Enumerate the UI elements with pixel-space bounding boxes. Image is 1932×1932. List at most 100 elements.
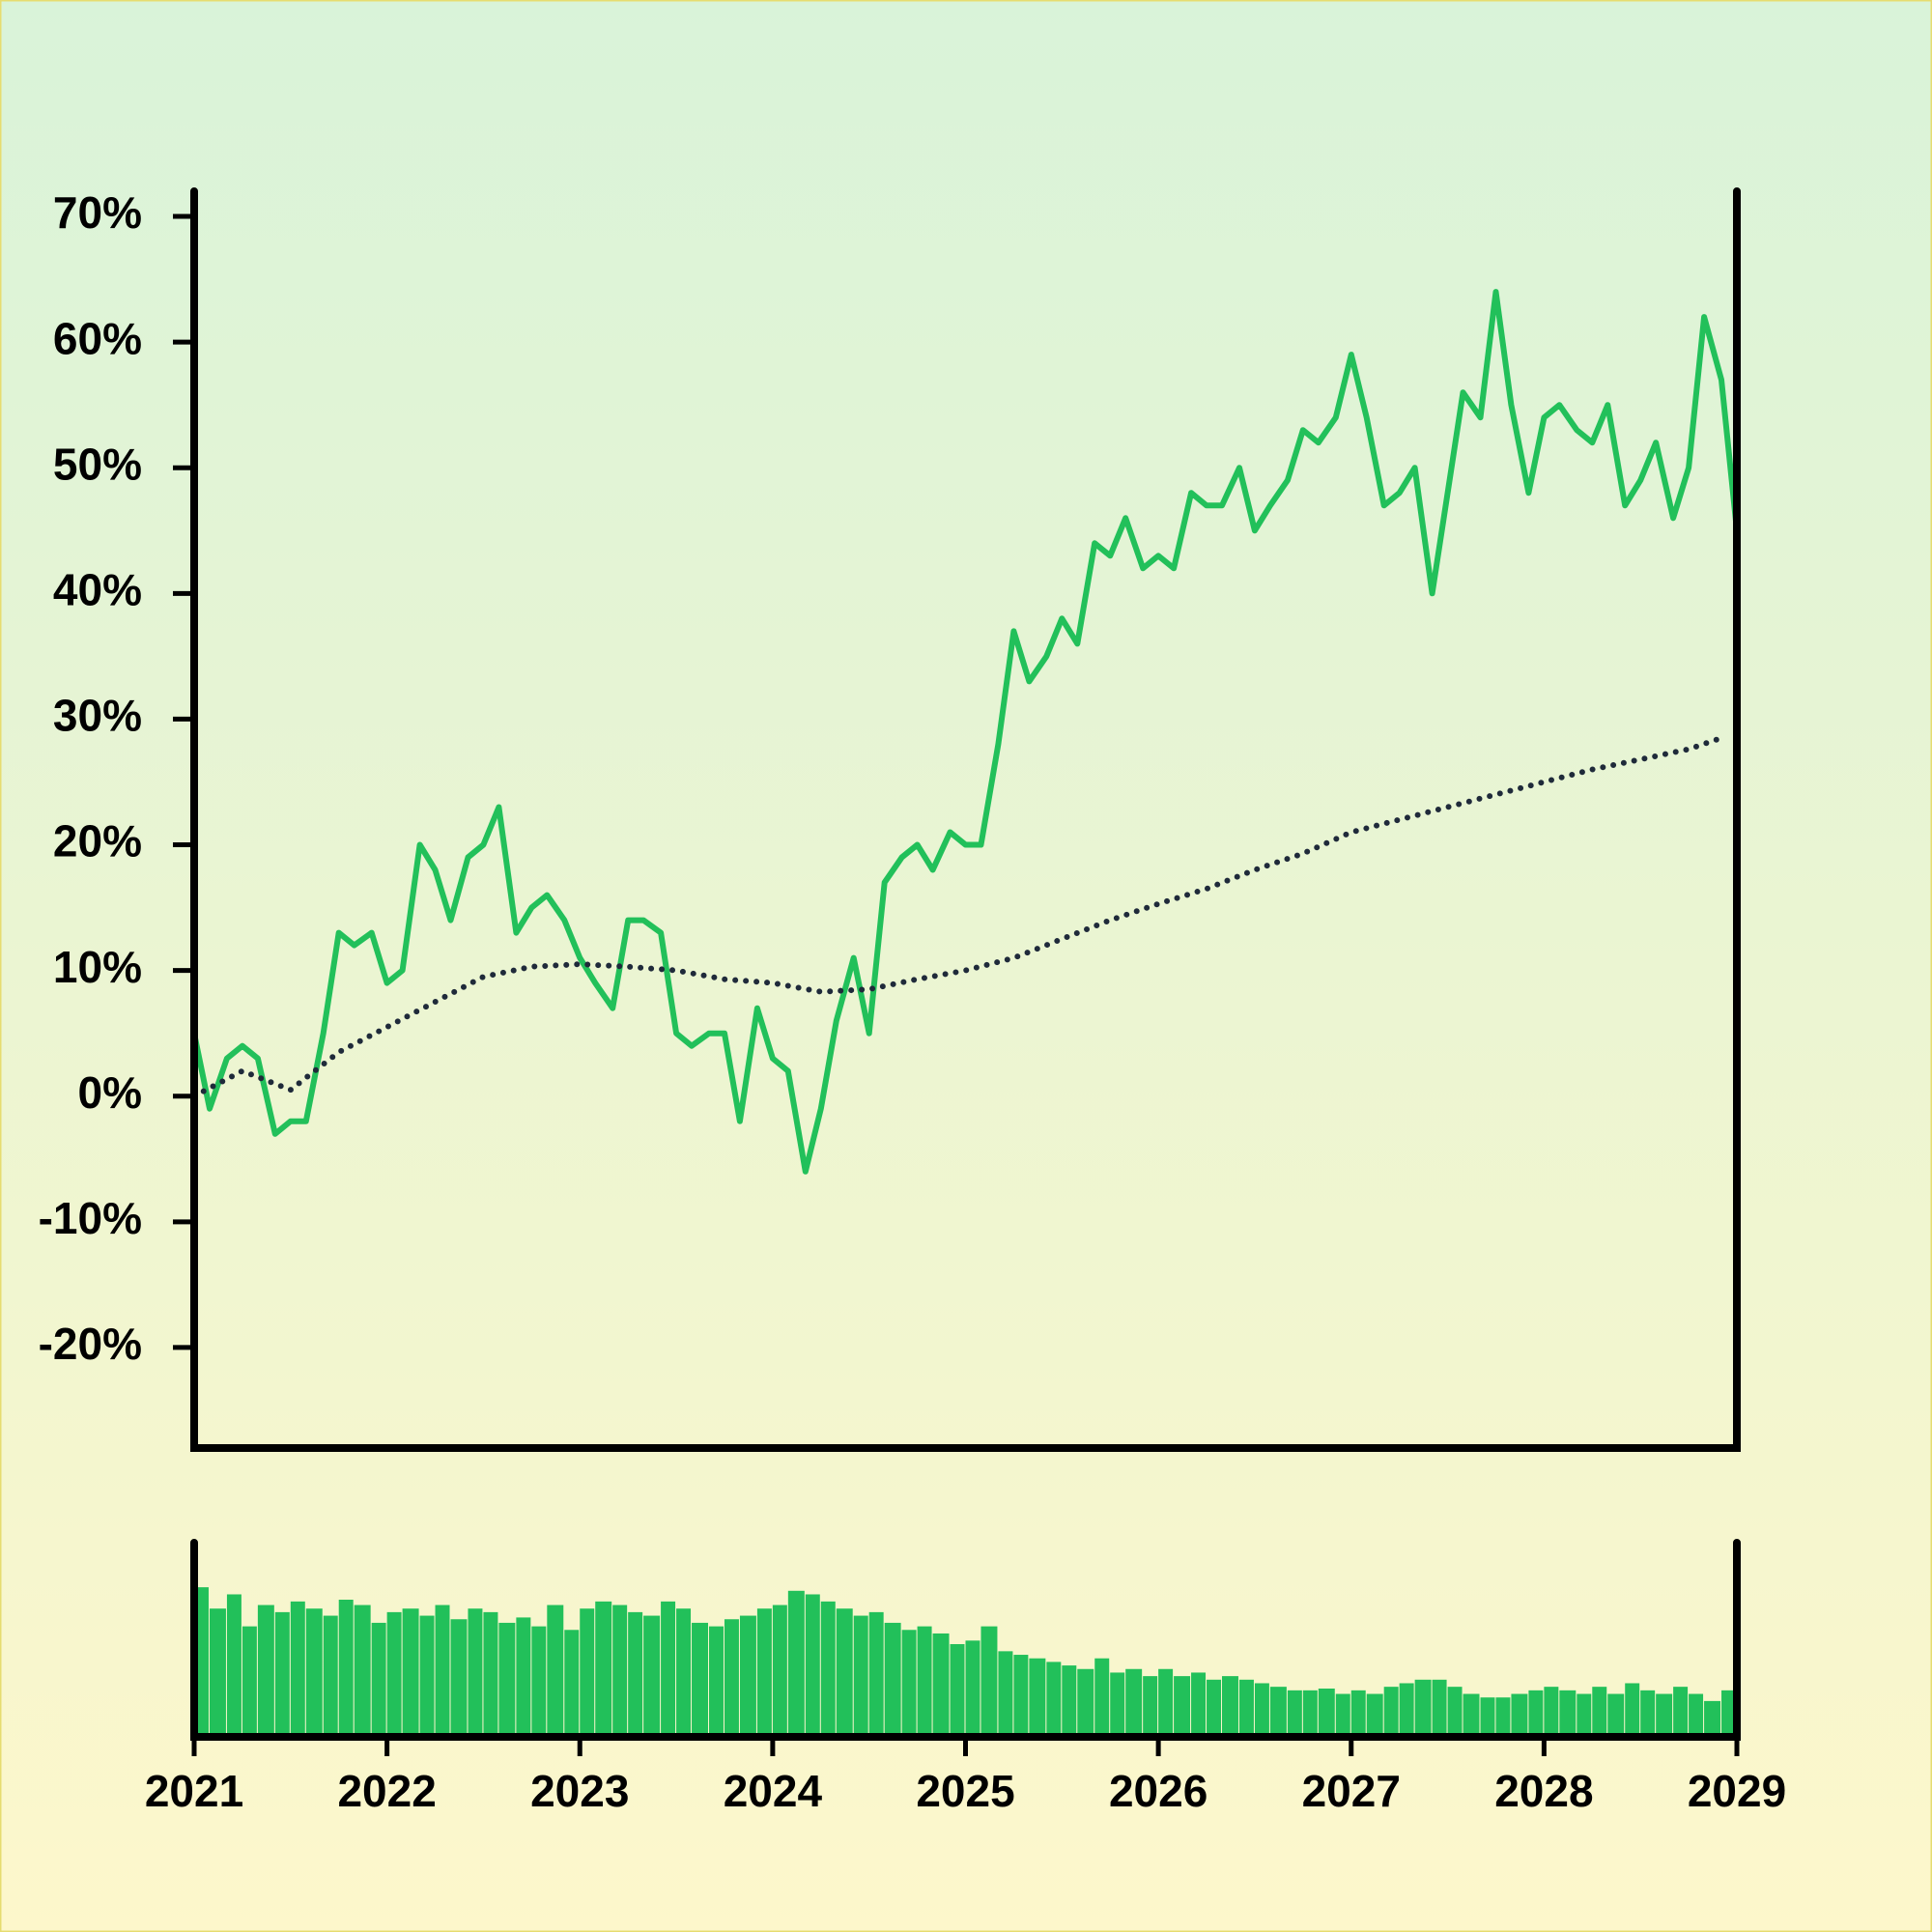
volume-bar bbox=[305, 1608, 323, 1733]
volume-bar bbox=[1625, 1683, 1640, 1733]
volume-bar bbox=[402, 1608, 419, 1733]
volume-bar bbox=[965, 1640, 980, 1733]
volume-bar bbox=[1656, 1693, 1673, 1733]
y-tick-label: 40% bbox=[53, 564, 142, 614]
x-tick-label: 2029 bbox=[1688, 1766, 1786, 1816]
volume-bar bbox=[1399, 1683, 1414, 1733]
volume-bar bbox=[1254, 1683, 1269, 1733]
x-tick-label: 2027 bbox=[1302, 1766, 1401, 1816]
volume-bar bbox=[1207, 1679, 1222, 1733]
volume-bar bbox=[1302, 1690, 1318, 1733]
volume-bar bbox=[595, 1601, 612, 1733]
volume-bar bbox=[1110, 1672, 1125, 1733]
volume-bar bbox=[1511, 1693, 1528, 1733]
volume-bar bbox=[1689, 1693, 1704, 1733]
volume-bar bbox=[323, 1615, 338, 1733]
volume-bar bbox=[612, 1605, 628, 1733]
volume-bar bbox=[628, 1611, 643, 1733]
volume-bar bbox=[805, 1594, 820, 1733]
volume-bar bbox=[661, 1601, 676, 1733]
y-tick-label: 20% bbox=[53, 816, 142, 867]
volume-bar bbox=[1559, 1690, 1577, 1733]
volume-bar bbox=[980, 1626, 998, 1733]
volume-bar bbox=[836, 1608, 853, 1733]
volume-bar bbox=[1029, 1658, 1046, 1733]
volume-bar bbox=[820, 1601, 836, 1733]
volume-bar bbox=[1480, 1697, 1495, 1733]
volume-bar bbox=[1544, 1687, 1559, 1733]
y-tick-label: 30% bbox=[53, 691, 142, 741]
volume-bar bbox=[547, 1605, 564, 1733]
volume-bar bbox=[932, 1633, 950, 1733]
volume-bar bbox=[998, 1651, 1013, 1733]
volume-bar bbox=[708, 1626, 724, 1733]
volume-bar bbox=[1287, 1690, 1302, 1733]
volume-bar bbox=[772, 1605, 787, 1733]
volume-bar bbox=[498, 1622, 516, 1733]
price-line bbox=[191, 289, 1740, 1175]
volume-bar bbox=[450, 1619, 468, 1733]
volume-bar bbox=[787, 1590, 805, 1733]
volume-bar bbox=[386, 1611, 402, 1733]
volume-bar bbox=[1447, 1687, 1463, 1733]
volume-bar bbox=[580, 1608, 595, 1733]
volume-bar bbox=[419, 1615, 435, 1733]
x-tick-label: 2025 bbox=[916, 1766, 1014, 1816]
volume-bar bbox=[1158, 1668, 1174, 1733]
x-tick-label: 2021 bbox=[145, 1766, 243, 1816]
y-tick-label: 70% bbox=[53, 187, 142, 238]
volume-bar bbox=[1673, 1687, 1689, 1733]
volume-bar bbox=[338, 1600, 354, 1733]
volume-bar bbox=[901, 1630, 917, 1733]
volume-bar bbox=[1269, 1687, 1287, 1733]
plot: -20% -10% 0% 10% 20% 30% 40% 50% 60% 70% 2021 2022 2… bbox=[39, 187, 1787, 1816]
volume-bar bbox=[1528, 1690, 1544, 1733]
volume-bar bbox=[1174, 1676, 1191, 1733]
volume-bar bbox=[1495, 1697, 1511, 1733]
volume-bar bbox=[1143, 1676, 1158, 1733]
x-tick-label: 2026 bbox=[1109, 1766, 1208, 1816]
volume-bar bbox=[724, 1619, 739, 1733]
volume-bar bbox=[1592, 1687, 1607, 1733]
volume-bar bbox=[643, 1615, 661, 1733]
volume-bar bbox=[1046, 1662, 1062, 1733]
volume-bar bbox=[226, 1594, 242, 1733]
volume-bar bbox=[1577, 1693, 1592, 1733]
y-tick-label: 60% bbox=[53, 313, 142, 363]
volume-bar bbox=[1318, 1689, 1335, 1733]
volume-bar bbox=[1704, 1700, 1721, 1733]
moving-average-line bbox=[191, 734, 1724, 1099]
volume-axes bbox=[190, 1539, 1741, 1741]
volume-bar bbox=[853, 1615, 868, 1733]
volume-bar bbox=[756, 1608, 772, 1733]
volume-bar bbox=[435, 1605, 450, 1733]
volume-bar bbox=[1238, 1679, 1254, 1733]
volume-bar bbox=[1721, 1690, 1736, 1733]
volume-bar bbox=[274, 1611, 290, 1733]
volume-bar bbox=[1432, 1679, 1447, 1733]
volume-bar bbox=[1222, 1676, 1238, 1733]
volume-bar bbox=[1077, 1668, 1094, 1733]
volume-bar bbox=[1191, 1672, 1207, 1733]
volume-bar bbox=[1366, 1693, 1383, 1733]
volume-bar bbox=[1094, 1658, 1110, 1733]
x-tick-label: 2022 bbox=[337, 1766, 436, 1816]
volume-bar bbox=[468, 1608, 483, 1733]
volume-bar bbox=[1125, 1668, 1143, 1733]
y-tick-label: 50% bbox=[53, 439, 142, 489]
x-tick-label: 2023 bbox=[530, 1766, 629, 1816]
volume-bar bbox=[1383, 1687, 1399, 1733]
volume-bar bbox=[692, 1622, 708, 1733]
volume-bar bbox=[1414, 1679, 1432, 1733]
y-tick-label: -10% bbox=[39, 1193, 142, 1243]
volume-bar bbox=[1335, 1693, 1350, 1733]
volume-bar bbox=[1463, 1693, 1480, 1733]
volume-bar bbox=[564, 1630, 580, 1733]
volume-bar bbox=[516, 1617, 531, 1733]
volume-bar bbox=[1350, 1690, 1366, 1733]
main-axes bbox=[190, 187, 1741, 1452]
volume-bar bbox=[257, 1605, 274, 1733]
volume-bar bbox=[739, 1615, 756, 1733]
